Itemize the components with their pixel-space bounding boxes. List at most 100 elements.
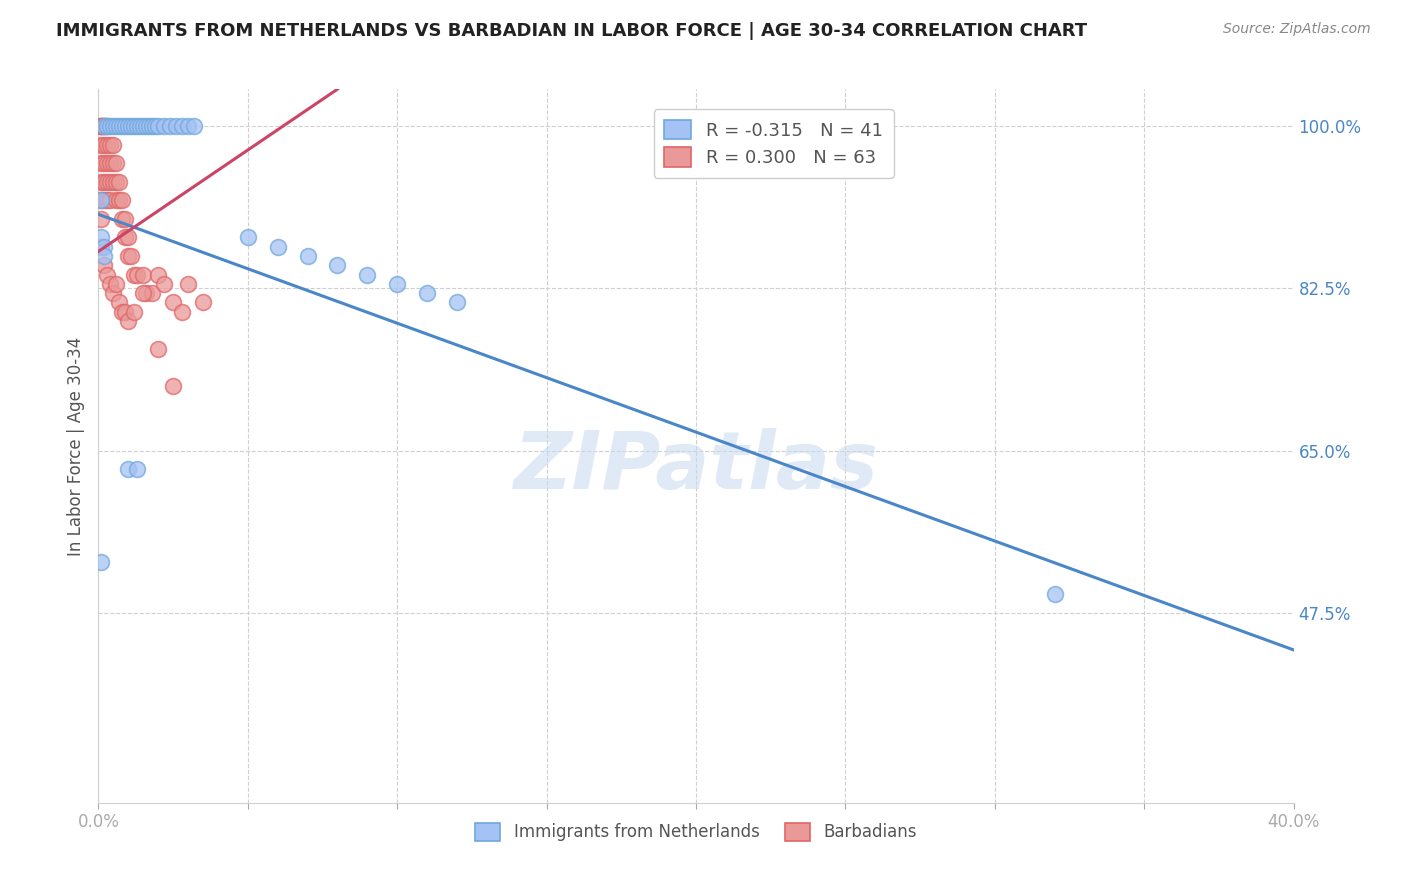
Point (159, 120, 181, 134)
Point (111, 304, 134, 318)
Point (105, 175, 128, 189)
Point (165, 120, 187, 134)
Point (96, 120, 118, 134)
Point (90, 194, 112, 208)
Point (124, 304, 146, 318)
Point (148, 268, 170, 282)
Point (111, 211, 134, 226)
Point (98, 194, 122, 208)
Point (111, 120, 134, 134)
Point (93, 175, 115, 189)
Point (117, 462, 139, 476)
Point (90, 120, 112, 134)
Point (132, 286, 155, 301)
Point (98, 137, 122, 152)
Point (117, 230, 139, 244)
Point (90, 120, 112, 134)
Point (183, 120, 205, 134)
Point (114, 211, 136, 226)
Point (108, 120, 131, 134)
Point (153, 120, 176, 134)
Legend: Immigrants from Netherlands, Barbadians: Immigrants from Netherlands, Barbadians (468, 816, 924, 848)
Point (148, 342, 170, 356)
Point (162, 295, 184, 310)
Point (172, 304, 194, 318)
Point (96, 268, 118, 282)
Point (105, 156, 128, 170)
Point (124, 268, 146, 282)
Point (105, 277, 128, 291)
Point (127, 120, 149, 134)
Point (98, 156, 122, 170)
Point (93, 240, 115, 254)
Point (141, 286, 163, 301)
Point (120, 120, 142, 134)
Point (148, 120, 170, 134)
Point (103, 175, 125, 189)
Point (153, 277, 176, 291)
Point (416, 286, 439, 301)
Point (98, 175, 122, 189)
Point (93, 156, 115, 170)
Point (90, 555, 112, 569)
Point (132, 120, 155, 134)
Point (90, 175, 112, 189)
Point (93, 120, 115, 134)
Point (93, 249, 115, 263)
Point (177, 120, 200, 134)
Point (108, 194, 131, 208)
Text: ZIPatlas: ZIPatlas (513, 428, 879, 507)
Point (108, 295, 131, 310)
Point (138, 120, 160, 134)
Point (98, 277, 122, 291)
Point (117, 314, 139, 328)
Point (135, 120, 157, 134)
Point (96, 194, 118, 208)
Point (96, 175, 118, 189)
Point (90, 240, 112, 254)
Point (93, 258, 115, 272)
Point (96, 156, 118, 170)
Point (103, 137, 125, 152)
Point (108, 175, 131, 189)
Point (93, 120, 115, 134)
Point (90, 194, 112, 208)
Point (90, 156, 112, 170)
Point (105, 194, 128, 208)
Point (236, 230, 259, 244)
Point (103, 156, 125, 170)
Point (297, 249, 319, 263)
Point (385, 277, 409, 291)
Point (446, 295, 468, 310)
Y-axis label: In Labor Force | Age 30-34: In Labor Force | Age 30-34 (66, 336, 84, 556)
Point (143, 120, 166, 134)
Point (124, 120, 146, 134)
Point (120, 249, 142, 263)
Point (111, 194, 134, 208)
Point (191, 295, 214, 310)
Point (326, 258, 349, 272)
Point (356, 268, 378, 282)
Point (96, 137, 118, 152)
Point (129, 120, 152, 134)
Point (117, 249, 139, 263)
Point (162, 378, 184, 392)
Point (93, 120, 115, 134)
Point (90, 211, 112, 226)
Point (90, 230, 112, 244)
Text: Source: ZipAtlas.com: Source: ZipAtlas.com (1223, 22, 1371, 37)
Point (135, 286, 157, 301)
Point (172, 120, 194, 134)
Point (98, 120, 122, 134)
Point (114, 304, 136, 318)
Point (114, 120, 136, 134)
Text: IMMIGRANTS FROM NETHERLANDS VS BARBADIAN IN LABOR FORCE | AGE 30-34 CORRELATION : IMMIGRANTS FROM NETHERLANDS VS BARBADIAN… (56, 22, 1087, 40)
Point (90, 120, 112, 134)
Point (90, 137, 112, 152)
Point (114, 230, 136, 244)
Point (117, 120, 139, 134)
Point (127, 462, 149, 476)
Point (93, 137, 115, 152)
Point (1043, 587, 1066, 601)
Point (127, 268, 149, 282)
